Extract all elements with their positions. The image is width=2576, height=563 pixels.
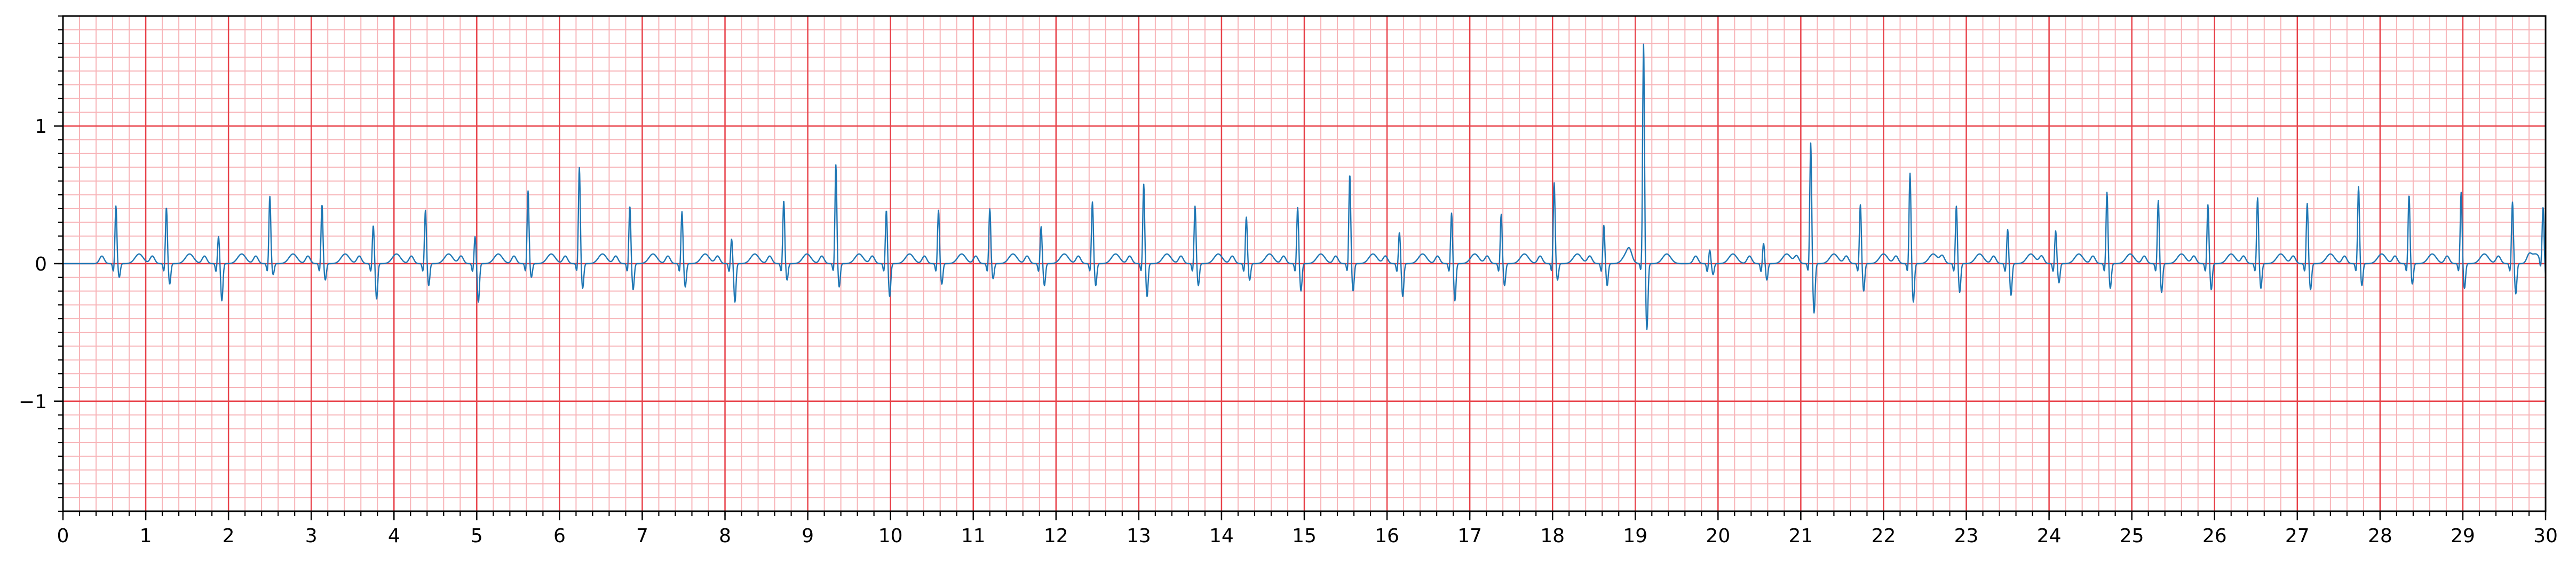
x-tick-label: 30: [2533, 525, 2558, 547]
x-tick-label: 3: [305, 525, 318, 547]
x-tick-label: 11: [961, 525, 986, 547]
x-tick-label: 0: [57, 525, 69, 547]
x-tick-label: 16: [1375, 525, 1399, 547]
x-tick-label: 24: [2037, 525, 2062, 547]
x-tick-label: 29: [2451, 525, 2475, 547]
ecg-series-line: [62, 43, 2547, 330]
x-tick-label: 10: [878, 525, 903, 547]
x-tick-label: 7: [636, 525, 648, 547]
x-tick-label: 19: [1623, 525, 1647, 547]
y-tick-label: −1: [19, 391, 47, 413]
y-tick-label: 0: [35, 253, 47, 275]
x-tick-label: 18: [1540, 525, 1565, 547]
x-tick-label: 26: [2202, 525, 2227, 547]
x-tick-label: 15: [1292, 525, 1317, 547]
x-tick-label: 4: [388, 525, 400, 547]
x-tick-label: 1: [140, 525, 152, 547]
x-tick-label: 14: [1209, 525, 1234, 547]
x-tick-label: 8: [719, 525, 731, 547]
x-tick-label: 21: [1788, 525, 1813, 547]
series-layer: [62, 43, 2547, 330]
x-tick-label: 28: [2368, 525, 2392, 547]
x-tick-label: 6: [553, 525, 566, 547]
x-tick-label: 25: [2120, 525, 2144, 547]
x-axis: 0 1 2 3 4 5 6 7 8 9 10 11 12 13 14 15 16 17 18 19 20 21 22 23 24…: [57, 511, 2558, 547]
x-tick-label: 12: [1044, 525, 1068, 547]
x-tick-label: 13: [1127, 525, 1151, 547]
x-tick-label: 20: [1706, 525, 1730, 547]
x-tick-label: 9: [802, 525, 814, 547]
x-tick-label: 22: [1872, 525, 1896, 547]
x-tick-label: 17: [1457, 525, 1482, 547]
x-tick-label: 23: [1954, 525, 1979, 547]
x-tick-label: 27: [2285, 525, 2310, 547]
x-tick-label: 2: [223, 525, 235, 547]
y-axis: 1 0 −1: [19, 15, 63, 512]
x-tick-label: 5: [471, 525, 483, 547]
y-tick-label: 1: [35, 116, 47, 138]
